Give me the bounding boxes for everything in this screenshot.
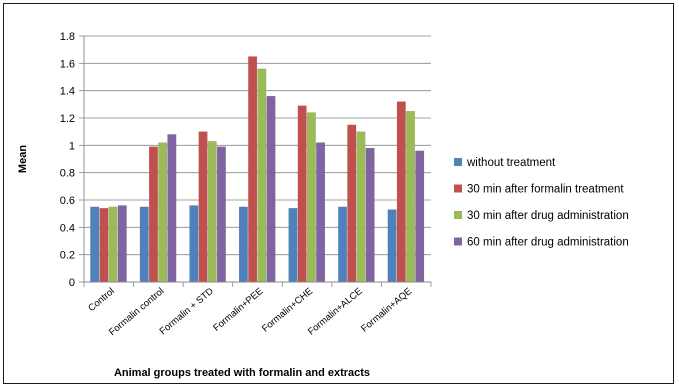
- bar: [356, 131, 366, 283]
- bar: [387, 209, 397, 283]
- y-tick-label: 0.6: [60, 195, 75, 207]
- y-tick-label: 1.8: [60, 31, 75, 43]
- bar: [365, 147, 375, 283]
- y-tick-label: 1: [69, 140, 75, 152]
- bar: [347, 124, 357, 283]
- bar: [216, 146, 226, 283]
- bar: [198, 131, 208, 283]
- legend-label: 30 min after drug administration: [467, 210, 629, 222]
- x-category-label: Formalin+AQE: [359, 286, 414, 335]
- bar-chart: 00.20.40.60.811.21.41.61.8 ControlFormal…: [17, 31, 629, 379]
- bar: [207, 141, 217, 283]
- bar: [415, 150, 425, 283]
- bar: [158, 142, 168, 283]
- chart-frame: 0 0.2 0.4 0.6 0.8 1 1.2 1.4 1.6 1.8 Control Formal…: [3, 3, 674, 384]
- bar: [297, 105, 307, 283]
- axes: [83, 36, 432, 287]
- legend-label: 60 min after drug administration: [467, 237, 629, 249]
- bar: [266, 95, 276, 283]
- bar: [316, 142, 326, 283]
- x-category-label: Formalin + STD: [158, 286, 216, 337]
- legend: without treatment 30 min after formalin t…: [454, 157, 629, 249]
- legend-swatch: [454, 158, 462, 166]
- bar: [306, 112, 316, 283]
- legend-label: without treatment: [466, 157, 556, 169]
- y-tick-label: 0.8: [60, 168, 75, 180]
- x-category-label: Control: [86, 286, 117, 314]
- y-axis-ticks: 0 0.2 0.4 0.6 0.8 1 1.2 1.4 1.6 1.8: [60, 31, 84, 289]
- y-tick-label: 1.4: [60, 86, 75, 98]
- y-tick-label: 0.4: [60, 222, 75, 234]
- y-tick-label: 0.2: [60, 250, 75, 262]
- bar: [148, 146, 158, 283]
- bar: [338, 206, 348, 283]
- x-category-label: Formalin+PEE: [211, 286, 265, 334]
- bar: [90, 206, 100, 283]
- legend-label: 30 min after formalin treatment: [467, 184, 624, 196]
- bar: [108, 206, 118, 283]
- y-axis-title: Mean: [17, 145, 29, 173]
- bar: [117, 205, 127, 283]
- bar: [99, 207, 109, 283]
- y-tick-label: 1.6: [60, 58, 75, 70]
- legend-swatch: [454, 184, 462, 193]
- bar: [288, 207, 298, 283]
- legend-swatch: [454, 237, 462, 246]
- bars: [90, 56, 425, 283]
- bar: [257, 68, 267, 283]
- x-category-label: Formalin+ALCE: [306, 286, 365, 338]
- bar: [189, 205, 199, 283]
- bar: [406, 110, 416, 283]
- bar: [167, 134, 177, 283]
- bar: [139, 206, 149, 283]
- bar: [396, 101, 406, 283]
- legend-swatch: [454, 211, 462, 219]
- y-tick-label: 1.2: [60, 113, 75, 125]
- bar: [238, 206, 248, 283]
- bar: [248, 56, 258, 283]
- x-axis-title: Animal groups treated with formalin and …: [114, 367, 370, 379]
- y-tick-label: 0: [69, 277, 75, 289]
